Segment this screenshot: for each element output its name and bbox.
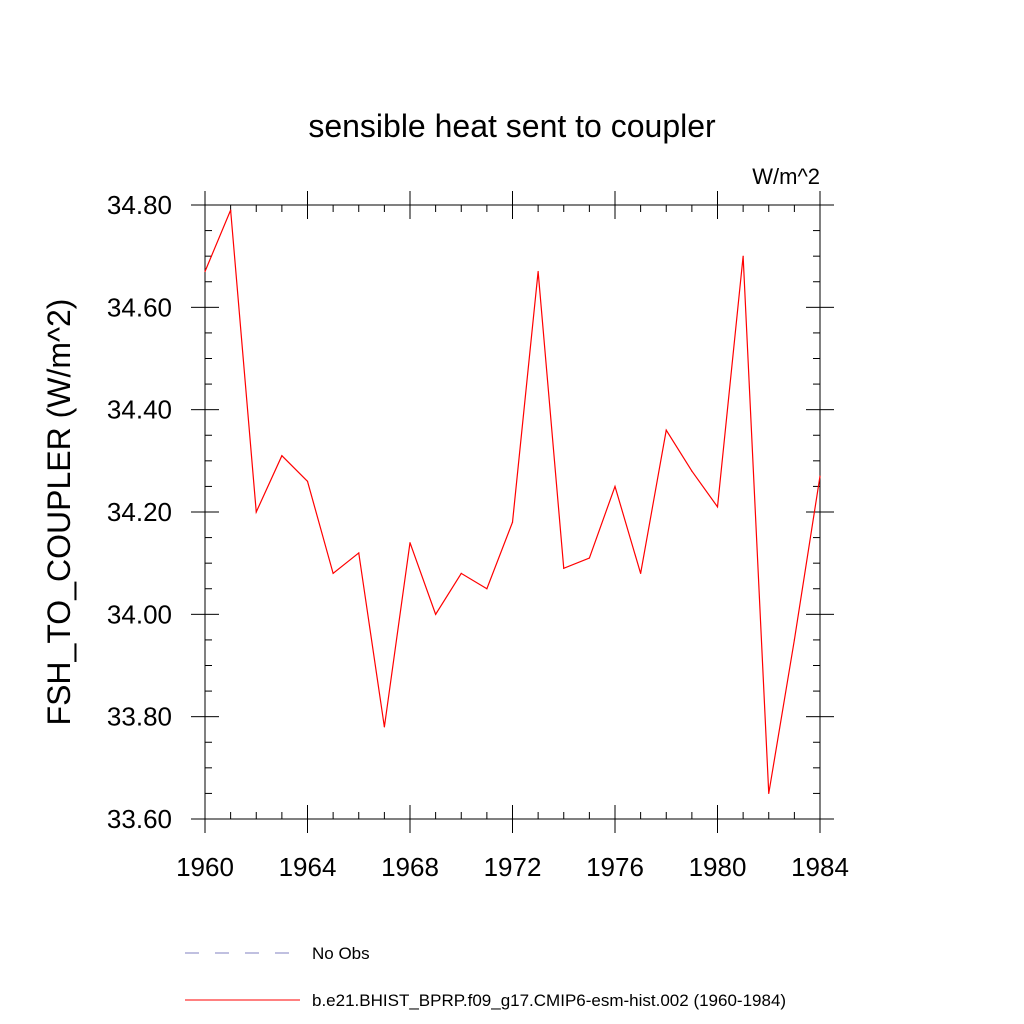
data-point xyxy=(281,455,283,457)
data-point xyxy=(665,429,667,431)
data-point xyxy=(435,613,437,615)
x-tick-label: 1968 xyxy=(381,852,439,882)
y-tick-label: 34.20 xyxy=(107,497,172,527)
data-point xyxy=(768,792,770,795)
data-point xyxy=(255,511,257,513)
data-point xyxy=(511,521,514,523)
x-tick-labels: 1960 1964 1968 1972 1976 1980 1984 xyxy=(176,852,849,882)
legend-label-model-run: b.e21.BHIST_BPRP.f09_g17.CMIP6-esm-hist.… xyxy=(312,991,786,1010)
data-point xyxy=(332,572,334,575)
data-point xyxy=(691,470,693,472)
plot-frame xyxy=(204,204,821,820)
units-label: W/m^2 xyxy=(752,164,820,189)
y-tick-label: 33.80 xyxy=(107,702,172,732)
data-point xyxy=(460,572,462,575)
data-point xyxy=(793,639,795,641)
chart-title: sensible heat sent to coupler xyxy=(308,108,716,144)
data-point xyxy=(819,475,821,477)
data-point xyxy=(358,552,360,554)
y-tick-label: 34.80 xyxy=(107,190,172,220)
data-point xyxy=(588,557,590,559)
y-tick-label: 34.00 xyxy=(107,599,172,629)
data-point xyxy=(383,726,385,728)
data-point xyxy=(204,270,206,273)
x-ticks xyxy=(204,191,821,833)
data-point xyxy=(563,567,565,569)
y-ticks xyxy=(191,204,834,820)
y-axis-label: FSH_TO_COUPLER (W/m^2) xyxy=(41,299,77,726)
data-point xyxy=(640,572,642,575)
x-tick-label: 1976 xyxy=(586,852,644,882)
x-tick-label: 1960 xyxy=(176,852,234,882)
x-tick-label: 1964 xyxy=(279,852,337,882)
data-point xyxy=(486,588,488,590)
legend: No Obs b.e21.BHIST_BPRP.f09_g17.CMIP6-es… xyxy=(185,944,786,1010)
series-line xyxy=(204,209,821,794)
y-tick-label: 34.40 xyxy=(107,395,172,425)
legend-label-no-obs: No Obs xyxy=(312,944,370,963)
y-tick-label: 33.60 xyxy=(107,804,172,834)
y-tick-label: 34.60 xyxy=(107,292,172,322)
data-point xyxy=(230,209,232,211)
x-tick-label: 1980 xyxy=(689,852,747,882)
data-point xyxy=(409,542,411,544)
data-point xyxy=(614,485,616,488)
series-group xyxy=(204,209,821,795)
x-tick-label: 1972 xyxy=(484,852,542,882)
data-point xyxy=(306,480,309,482)
data-point xyxy=(742,255,744,257)
data-point xyxy=(716,506,719,508)
y-tick-labels: 33.60 33.80 34.00 34.20 34.40 34.60 34.80 xyxy=(107,190,172,834)
x-tick-label: 1984 xyxy=(791,852,849,882)
data-point xyxy=(537,270,539,273)
